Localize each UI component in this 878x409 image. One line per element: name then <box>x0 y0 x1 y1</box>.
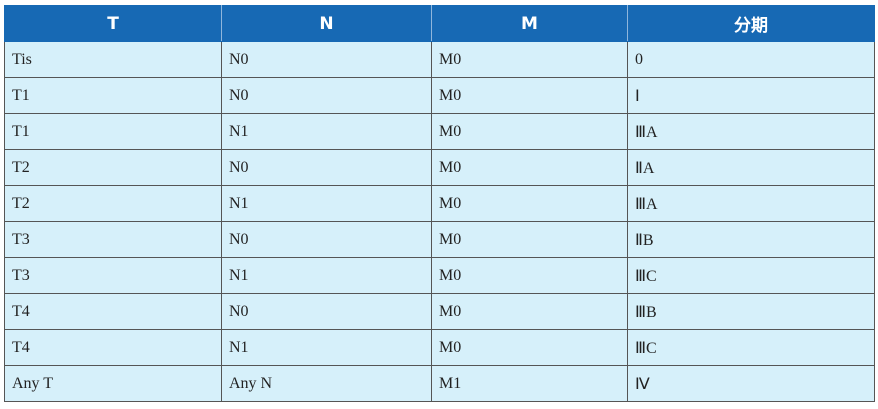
table-cell: M0 <box>431 185 628 222</box>
table-cell: M0 <box>431 293 628 330</box>
table-cell: M0 <box>431 77 628 114</box>
table-row: T2 N1 M0 ⅢA <box>4 185 875 222</box>
table-cell: T3 <box>4 257 222 294</box>
table-cell: 0 <box>627 41 875 78</box>
table-cell: N0 <box>221 293 432 330</box>
header-row: T N M 分期 <box>4 5 875 42</box>
table-cell: ⅡB <box>627 221 875 258</box>
table-row: Tis N0 M0 0 <box>4 41 875 78</box>
table-row: T3 N0 M0 ⅡB <box>4 221 875 258</box>
header-cell: T <box>4 5 222 42</box>
table-cell: M0 <box>431 221 628 258</box>
table-row: T2 N0 M0 ⅡA <box>4 149 875 186</box>
table-cell: T4 <box>4 329 222 366</box>
table-cell: N1 <box>221 329 432 366</box>
table-cell: N1 <box>221 185 432 222</box>
table-row: T4 N0 M0 ⅢB <box>4 293 875 330</box>
header-cell: 分期 <box>627 5 875 42</box>
table-cell: N1 <box>221 113 432 150</box>
tnm-table: T N M 分期 Tis N0 M0 0 T1 N0 M0 Ⅰ T1 N1 M0 ⅢA T2 N0 M0 ⅡA T2 N… <box>4 5 875 402</box>
table-cell: N0 <box>221 221 432 258</box>
table-cell: T1 <box>4 113 222 150</box>
table-cell: Tis <box>4 41 222 78</box>
table-cell: N1 <box>221 257 432 294</box>
header-cell: N <box>221 5 432 42</box>
table-cell: ⅢC <box>627 329 875 366</box>
table-cell: M1 <box>431 365 628 402</box>
table-cell: T2 <box>4 185 222 222</box>
table-cell: M0 <box>431 329 628 366</box>
header-cell: M <box>431 5 628 42</box>
table-cell: M0 <box>431 113 628 150</box>
table-cell: M0 <box>431 149 628 186</box>
table-row: T1 N0 M0 Ⅰ <box>4 77 875 114</box>
table-cell: N0 <box>221 41 432 78</box>
table-cell: ⅢA <box>627 113 875 150</box>
table-cell: Any N <box>221 365 432 402</box>
table-cell: T3 <box>4 221 222 258</box>
table-cell: Ⅰ <box>627 77 875 114</box>
table-row: T4 N1 M0 ⅢC <box>4 329 875 366</box>
table-cell: N0 <box>221 77 432 114</box>
table-cell: T1 <box>4 77 222 114</box>
table-cell: ⅢB <box>627 293 875 330</box>
table-cell: M0 <box>431 41 628 78</box>
table-row: T1 N1 M0 ⅢA <box>4 113 875 150</box>
table-row: T3 N1 M0 ⅢC <box>4 257 875 294</box>
table-cell: ⅡA <box>627 149 875 186</box>
table-row: Any T Any N M1 Ⅳ <box>4 365 875 402</box>
table-cell: Ⅳ <box>627 365 875 402</box>
table-cell: T2 <box>4 149 222 186</box>
table-cell: ⅢC <box>627 257 875 294</box>
table-cell: N0 <box>221 149 432 186</box>
table-cell: T4 <box>4 293 222 330</box>
table-cell: M0 <box>431 257 628 294</box>
table-body: Tis N0 M0 0 T1 N0 M0 Ⅰ T1 N1 M0 ⅢA T2 N0 M0 ⅡA T2 N1 M0 ⅢA T… <box>4 41 875 402</box>
table-cell: Any T <box>4 365 222 402</box>
table-cell: ⅢA <box>627 185 875 222</box>
